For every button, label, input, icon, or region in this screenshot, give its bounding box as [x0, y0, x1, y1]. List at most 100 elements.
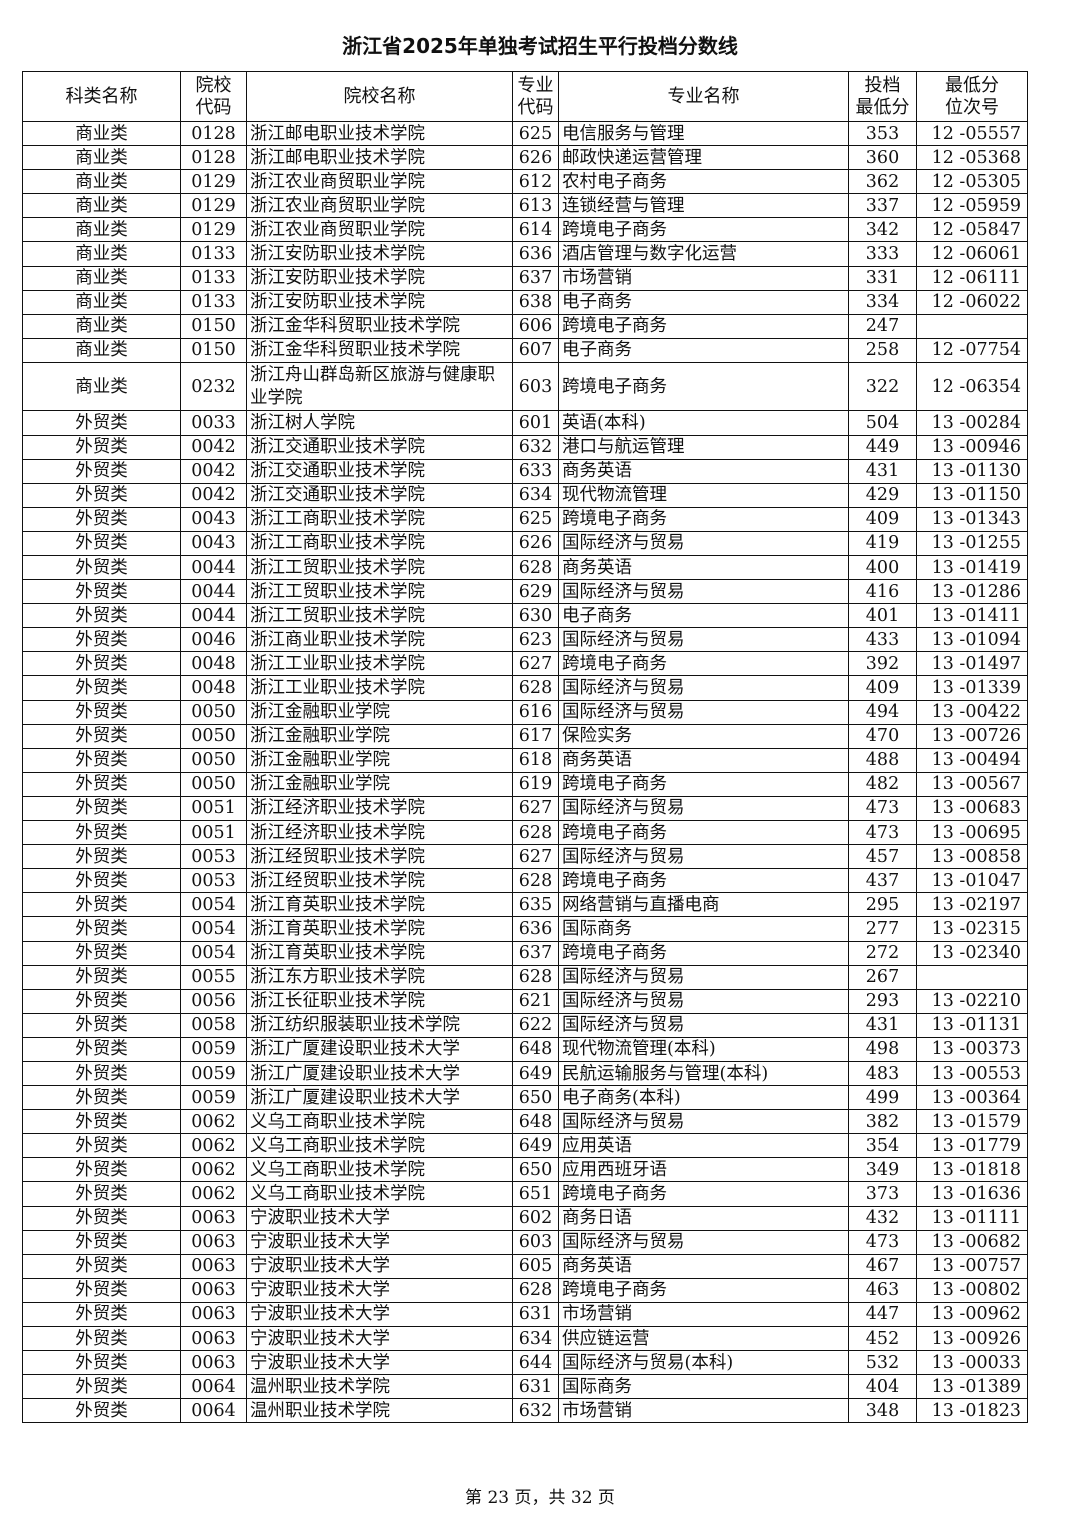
- cell-school-code: 0062: [180, 1133, 247, 1159]
- cell-major-code: 634: [512, 1325, 559, 1352]
- cell-category: 外贸类: [22, 434, 181, 460]
- cell-major-name: 跨境电子商务: [558, 820, 849, 846]
- cell-min-rank: 13 -00683: [916, 795, 1028, 822]
- cell-school-code: 0044: [180, 554, 247, 581]
- cell-school-code: 0056: [180, 988, 247, 1014]
- table-row: 外贸类 0048 浙江工业职业技术学院 627 跨境电子商务 392 13 -01497: [22, 651, 1028, 677]
- table-row: 外贸类 0063 宁波职业技术大学 631 市场营销 447 13 -00962: [22, 1301, 1028, 1328]
- cell-school-code: 0062: [180, 1157, 247, 1183]
- cell-school-name: 浙江交通职业技术学院: [246, 434, 513, 460]
- cell-major-code: 629: [512, 579, 559, 605]
- cell-category: 外贸类: [22, 868, 181, 894]
- cell-school-code: 0150: [180, 313, 247, 339]
- cell-min-score: 498: [848, 1036, 917, 1062]
- cell-major-name: 国际经济与贸易: [558, 1109, 849, 1135]
- cell-major-name: 跨境电子商务: [558, 771, 849, 797]
- cell-major-name: 电子商务: [558, 603, 849, 629]
- cell-school-code: 0064: [180, 1398, 247, 1424]
- cell-school-name: 浙江工商职业技术学院: [246, 530, 513, 557]
- cell-major-name: 国际经济与贸易: [558, 964, 849, 990]
- cell-school-code: 0051: [180, 795, 247, 822]
- cell-major-code: 621: [512, 988, 559, 1014]
- cell-major-code: 602: [512, 1205, 559, 1231]
- header-category: 科类名称: [22, 71, 181, 122]
- cell-school-name: 浙江经贸职业技术学院: [246, 868, 513, 894]
- cell-min-rank: 13 -01343: [916, 506, 1028, 532]
- page-footer: 第 23 页，共 32 页: [465, 1488, 615, 1508]
- cell-major-name: 国际经济与贸易: [558, 675, 849, 701]
- cell-major-code: 606: [512, 313, 559, 339]
- cell-major-code: 632: [512, 1398, 559, 1424]
- cell-major-code: 637: [512, 265, 559, 291]
- cell-category: 商业类: [22, 241, 181, 267]
- cell-category: 外贸类: [22, 651, 181, 677]
- table-row: 商业类 0150 浙江金华科贸职业技术学院 607 电子商务 258 12 -07754: [22, 337, 1028, 363]
- header-major-name: 专业名称: [558, 71, 849, 122]
- cell-min-rank: 13 -00962: [916, 1301, 1028, 1328]
- cell-school-code: 0053: [180, 868, 247, 894]
- cell-school-name: 浙江交通职业技术学院: [246, 482, 513, 508]
- cell-category: 外贸类: [22, 844, 181, 870]
- cell-min-score: 333: [848, 241, 917, 267]
- cell-min-rank: 13 -02210: [916, 988, 1028, 1014]
- cell-school-code: 0048: [180, 651, 247, 677]
- cell-major-code: 622: [512, 1012, 559, 1038]
- table-row: 外贸类 0042 浙江交通职业技术学院 633 商务英语 431 13 -01130: [22, 458, 1028, 484]
- cell-major-code: 637: [512, 940, 559, 966]
- cell-min-rank: 13 -00926: [916, 1325, 1028, 1352]
- cell-category: 外贸类: [22, 1398, 181, 1424]
- admission-score-table: 科类名称 院校 代码 院校名称 专业 代码 专业名称 投档 最低分 最低分 位次号 商业类 0128 浙…: [22, 71, 1028, 1424]
- cell-category: 商业类: [22, 120, 181, 147]
- cell-min-score: 457: [848, 844, 917, 870]
- cell-category: 外贸类: [22, 723, 181, 749]
- cell-major-name: 连锁经营与管理: [558, 193, 849, 219]
- cell-school-code: 0054: [180, 916, 247, 942]
- header-major-code: 专业 代码: [512, 71, 559, 122]
- cell-category: 外贸类: [22, 603, 181, 629]
- cell-school-code: 0150: [180, 337, 247, 363]
- header-text: 位次号: [945, 96, 999, 118]
- cell-major-code: 648: [512, 1036, 559, 1062]
- cell-min-rank: 12 -06354: [916, 361, 1028, 412]
- cell-min-rank: 13 -01111: [916, 1205, 1028, 1231]
- cell-school-name: 浙江邮电职业技术学院: [246, 120, 513, 147]
- cell-school-code: 0063: [180, 1229, 247, 1255]
- cell-school-name: 浙江广厦建设职业技术大学: [246, 1060, 513, 1087]
- cell-major-name: 供应链运营: [558, 1325, 849, 1352]
- table-row: 外贸类 0063 宁波职业技术大学 603 国际经济与贸易 473 13 -00682: [22, 1229, 1028, 1255]
- header-text: 代码: [195, 96, 232, 118]
- cell-category: 外贸类: [22, 916, 181, 942]
- table-row: 商业类 0129 浙江农业商贸职业学院 612 农村电子商务 362 12 -05305: [22, 169, 1028, 195]
- cell-min-rank: 13 -01255: [916, 530, 1028, 557]
- cell-major-code: 636: [512, 241, 559, 267]
- table-row: 外贸类 0059 浙江广厦建设职业技术大学 649 民航运输服务与管理(本科) 483 13…: [22, 1060, 1028, 1087]
- cell-school-code: 0063: [180, 1253, 247, 1279]
- cell-major-code: 619: [512, 771, 559, 797]
- cell-min-score: 419: [848, 530, 917, 557]
- table-row: 商业类 0133 浙江安防职业技术学院 636 酒店管理与数字化运营 333 12 -060…: [22, 241, 1028, 267]
- table-row: 外贸类 0050 浙江金融职业学院 619 跨境电子商务 482 13 -00567: [22, 771, 1028, 797]
- cell-min-score: 400: [848, 554, 917, 581]
- cell-school-name: 温州职业技术学院: [246, 1374, 513, 1400]
- cell-school-code: 0044: [180, 579, 247, 605]
- cell-school-name: 义乌工商职业技术学院: [246, 1157, 513, 1183]
- cell-min-rank: 13 -01823: [916, 1398, 1028, 1424]
- table-row: 外贸类 0044 浙江工贸职业技术学院 629 国际经济与贸易 416 13 -01286: [22, 579, 1028, 605]
- table-row: 外贸类 0059 浙江广厦建设职业技术大学 650 电子商务(本科) 499 13 -003…: [22, 1085, 1028, 1111]
- table-row: 商业类 0129 浙江农业商贸职业学院 614 跨境电子商务 342 12 -05847: [22, 217, 1028, 243]
- cell-school-code: 0050: [180, 699, 247, 725]
- cell-school-code: 0051: [180, 820, 247, 846]
- cell-school-name: 浙江工商职业技术学院: [246, 506, 513, 532]
- cell-major-code: 628: [512, 820, 559, 846]
- cell-school-name: 浙江经济职业技术学院: [246, 795, 513, 822]
- cell-school-name: 温州职业技术学院: [246, 1398, 513, 1424]
- cell-category: 外贸类: [22, 1253, 181, 1279]
- cell-min-rank: 12 -05959: [916, 193, 1028, 219]
- cell-min-score: 499: [848, 1085, 917, 1111]
- table-row: 外贸类 0044 浙江工贸职业技术学院 628 商务英语 400 13 -01419: [22, 554, 1028, 581]
- cell-major-code: 633: [512, 458, 559, 484]
- cell-category: 外贸类: [22, 530, 181, 557]
- cell-school-code: 0042: [180, 458, 247, 484]
- cell-major-code: 625: [512, 120, 559, 147]
- header-min-score: 投档 最低分: [848, 71, 917, 122]
